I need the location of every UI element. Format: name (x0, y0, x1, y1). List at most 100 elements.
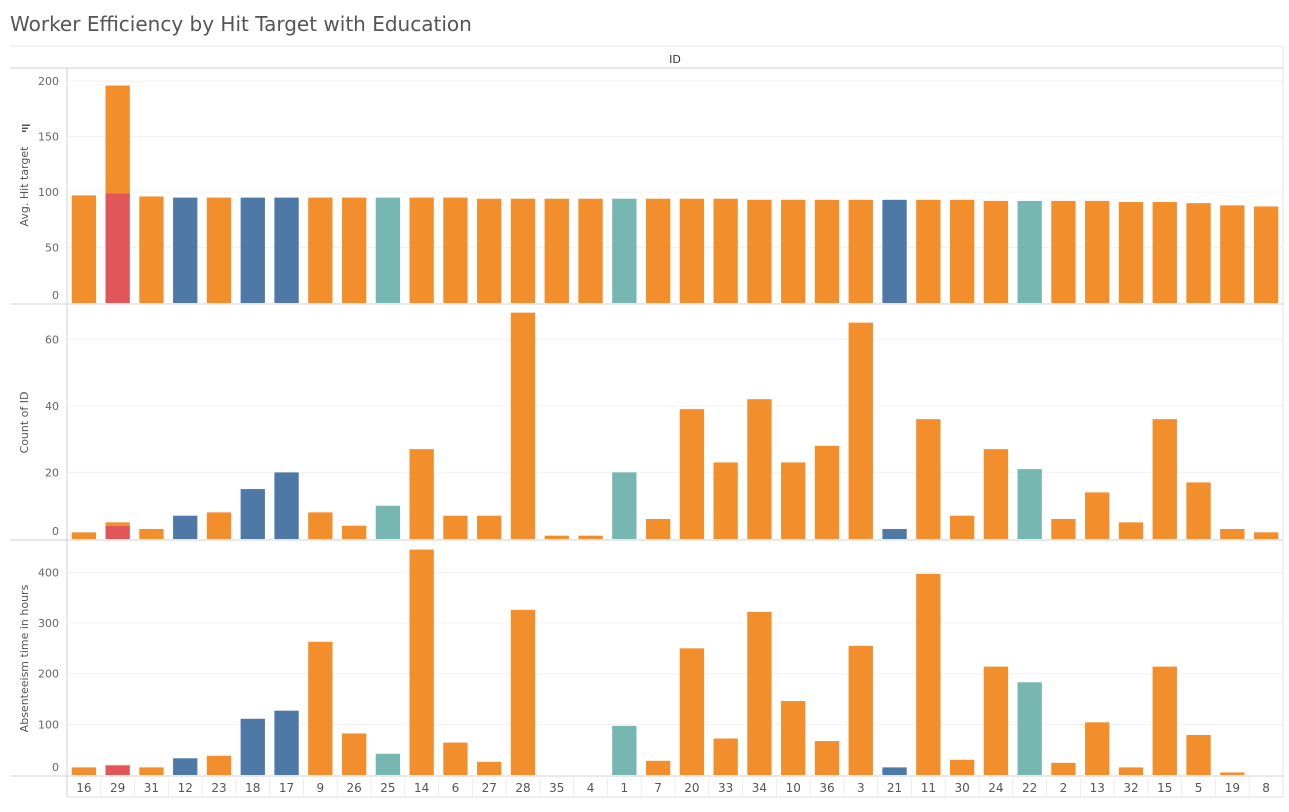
bar[interactable] (1118, 522, 1144, 539)
bar[interactable] (949, 759, 975, 775)
bar[interactable] (1051, 762, 1076, 775)
bar-segment-lower[interactable] (105, 525, 130, 539)
bar[interactable] (1085, 200, 1110, 303)
bar[interactable] (71, 767, 97, 775)
bar[interactable] (1152, 666, 1177, 775)
bar[interactable] (781, 701, 806, 775)
bar[interactable] (916, 573, 941, 775)
bar[interactable] (679, 648, 705, 775)
bar[interactable] (173, 758, 198, 775)
sort-icon[interactable] (22, 124, 30, 133)
bar[interactable] (1186, 482, 1211, 539)
bar[interactable] (848, 199, 873, 303)
bar[interactable] (240, 489, 265, 539)
bar[interactable] (916, 199, 941, 303)
bar[interactable] (612, 198, 637, 303)
bar[interactable] (544, 535, 569, 539)
bar[interactable] (1220, 529, 1245, 539)
bar[interactable] (375, 753, 401, 775)
bar[interactable] (477, 761, 502, 775)
bar[interactable] (240, 197, 265, 303)
bar[interactable] (308, 512, 333, 539)
bar[interactable] (1186, 203, 1211, 303)
bar[interactable] (1186, 734, 1211, 775)
bar[interactable] (139, 529, 164, 539)
bar[interactable] (1017, 682, 1042, 775)
bar[interactable] (781, 199, 806, 303)
bar-segment-lower[interactable] (105, 193, 130, 303)
bar[interactable] (1253, 206, 1279, 303)
bar[interactable] (747, 399, 772, 539)
bar[interactable] (544, 198, 569, 303)
bar[interactable] (1085, 722, 1110, 775)
bar[interactable] (139, 767, 164, 775)
bar[interactable] (375, 505, 401, 539)
bar[interactable] (1220, 205, 1245, 303)
bar[interactable] (882, 767, 907, 775)
bar[interactable] (949, 515, 975, 539)
bar[interactable] (679, 198, 705, 303)
bar[interactable] (274, 197, 299, 303)
bar[interactable] (645, 198, 671, 303)
bar[interactable] (341, 733, 367, 775)
bar[interactable] (341, 525, 367, 539)
bar[interactable] (645, 519, 671, 539)
bar[interactable] (814, 445, 840, 539)
bar[interactable] (713, 738, 738, 775)
bar-segment-lower[interactable] (105, 765, 130, 775)
bar[interactable] (308, 641, 333, 775)
bar[interactable] (916, 419, 941, 539)
bar[interactable] (983, 666, 1009, 775)
bar[interactable] (510, 312, 536, 539)
bar[interactable] (612, 472, 637, 539)
bar[interactable] (206, 197, 232, 303)
bar[interactable] (1017, 469, 1042, 539)
bar[interactable] (71, 195, 97, 303)
bar[interactable] (1051, 519, 1076, 539)
bar[interactable] (308, 197, 333, 303)
bar[interactable] (510, 198, 536, 303)
bar[interactable] (443, 515, 468, 539)
bar[interactable] (409, 197, 434, 303)
bar[interactable] (848, 645, 873, 775)
bar[interactable] (1152, 202, 1177, 303)
bar[interactable] (1118, 767, 1144, 775)
bar[interactable] (814, 199, 840, 303)
bar[interactable] (173, 197, 198, 303)
bar[interactable] (206, 512, 232, 539)
bar[interactable] (1152, 419, 1177, 539)
bar[interactable] (949, 199, 975, 303)
bar[interactable] (882, 199, 907, 303)
bar[interactable] (713, 198, 738, 303)
bar[interactable] (443, 742, 468, 775)
bar[interactable] (747, 199, 772, 303)
bar[interactable] (71, 532, 97, 539)
bar[interactable] (274, 472, 299, 539)
bar[interactable] (477, 198, 502, 303)
bar[interactable] (814, 741, 840, 775)
bar[interactable] (1220, 772, 1245, 775)
bar-segment-upper[interactable] (105, 522, 130, 526)
bar[interactable] (1253, 532, 1279, 539)
bar[interactable] (848, 322, 873, 539)
bar[interactable] (578, 198, 603, 303)
bar[interactable] (781, 462, 806, 539)
bar[interactable] (375, 197, 401, 303)
bar[interactable] (1118, 202, 1144, 303)
bar[interactable] (747, 611, 772, 775)
bar-segment-upper[interactable] (105, 85, 130, 194)
bar[interactable] (1051, 200, 1076, 303)
bar[interactable] (645, 760, 671, 775)
bar[interactable] (882, 529, 907, 539)
bar[interactable] (409, 549, 434, 775)
bar[interactable] (341, 197, 367, 303)
bar[interactable] (206, 755, 232, 775)
bar[interactable] (240, 718, 265, 775)
bar[interactable] (1017, 200, 1042, 303)
bar[interactable] (679, 409, 705, 539)
bar[interactable] (510, 609, 536, 775)
bar[interactable] (443, 197, 468, 303)
bar[interactable] (477, 515, 502, 539)
bar-segment-upper[interactable] (105, 764, 130, 766)
bar[interactable] (713, 462, 738, 539)
